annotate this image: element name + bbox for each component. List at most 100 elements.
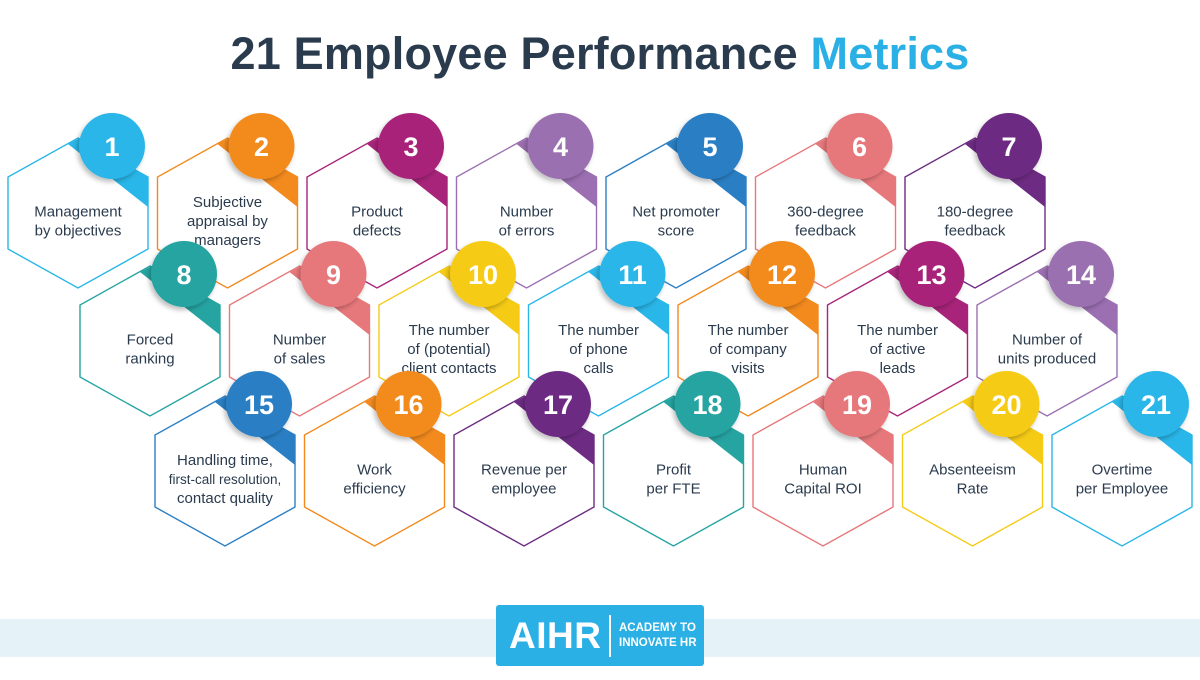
- metric-number: 14: [1066, 260, 1096, 290]
- metric-number: 8: [176, 260, 191, 290]
- number-badge: [300, 241, 367, 307]
- metric-number: 21: [1141, 390, 1171, 420]
- metric-label-line: of phone: [569, 341, 627, 358]
- metric-number: 19: [842, 390, 872, 420]
- metric-label-line: per FTE: [646, 481, 700, 498]
- metric-item-18: 18 Profit per FTE: [602, 371, 745, 547]
- metric-label-line: Number: [273, 332, 326, 349]
- metric-label-line: The number: [558, 322, 639, 339]
- metric-number: 4: [553, 132, 568, 162]
- metric-label-line: 180-degree: [937, 204, 1014, 221]
- metric-number: 10: [468, 260, 498, 290]
- metric-label-line: feedback: [945, 223, 1006, 240]
- metric-label-line: per Employee: [1076, 481, 1169, 498]
- number-badge: [674, 371, 741, 437]
- metric-label-line: contact quality: [177, 490, 273, 507]
- metric-item-1: 1 Management by objectives: [7, 113, 149, 289]
- metric-label-line: leads: [880, 360, 916, 377]
- logo-tagline: ACADEMY TO INNOVATE HR: [611, 621, 697, 651]
- metric-label-line: of company: [709, 341, 787, 358]
- page-title: 21 Employee Performance Metrics: [0, 28, 1200, 80]
- metric-label-line: score: [658, 223, 695, 240]
- metric-number: 11: [618, 260, 647, 290]
- metric-label-line: of errors: [499, 223, 555, 240]
- metric-item-8: 8 Forced ranking: [79, 241, 221, 417]
- metric-label-line: Subjective: [193, 194, 262, 211]
- metric-item-19: 19 Human Capital ROI: [752, 371, 894, 547]
- logo-divider: [609, 614, 611, 657]
- metric-label-line: Number of: [1012, 332, 1083, 349]
- number-badge: [151, 241, 217, 307]
- number-badge: [677, 113, 743, 179]
- metric-number: 7: [1001, 132, 1016, 162]
- metric-item-16: 16 Work efficiency: [303, 371, 446, 547]
- metric-item-20: 20 Absenteeism Rate: [901, 371, 1044, 547]
- number-badge: [976, 113, 1042, 179]
- title-accent: Metrics: [810, 28, 970, 79]
- metric-item-21: 21 Overtime per Employee: [1051, 371, 1193, 547]
- metric-label-line: employee: [491, 481, 556, 498]
- number-badge: [450, 241, 516, 307]
- metric-label-line: Revenue per: [481, 462, 567, 479]
- metric-label-line: Product: [351, 204, 404, 221]
- metric-label-line: feedback: [795, 223, 856, 240]
- metric-label-line: of sales: [274, 351, 326, 368]
- metric-number: 15: [244, 390, 274, 420]
- metric-label-line: units produced: [998, 351, 1096, 368]
- logo-tag-line-1: ACADEMY TO: [619, 621, 696, 634]
- metric-number: 6: [852, 132, 867, 162]
- metric-number: 16: [393, 390, 423, 420]
- logo-mark: AIHR: [509, 614, 602, 656]
- metric-label-line: The number: [708, 322, 789, 339]
- metric-item-13: 13 The number of active leads: [826, 241, 969, 417]
- metric-number: 18: [692, 390, 722, 420]
- aihr-logo: AIHR ACADEMY TO INNOVATE HR: [496, 605, 704, 666]
- number-badge: [749, 241, 815, 307]
- metric-label-line: of (potential): [407, 341, 490, 358]
- metric-item-15: 15 Handling time, first-call resolution, co…: [154, 371, 296, 547]
- metric-label-line: efficiency: [343, 481, 406, 498]
- title-main: 21 Employee Performance: [230, 28, 798, 79]
- number-badge: [1048, 241, 1114, 307]
- logo-tag-line-2: INNOVATE HR: [619, 636, 697, 649]
- number-badge: [973, 371, 1040, 437]
- number-badge: [79, 113, 145, 179]
- number-badge: [378, 113, 444, 179]
- metric-label-line: Rate: [957, 481, 989, 498]
- metric-item-10: 10 The number of (potential) client contact…: [378, 241, 520, 417]
- metric-number: 2: [254, 132, 269, 162]
- metric-number: 3: [403, 132, 418, 162]
- number-badge: [599, 241, 666, 307]
- number-badge: [375, 371, 442, 437]
- metric-label-line: first-call resolution,: [169, 472, 282, 487]
- number-badge: [1123, 371, 1189, 437]
- metric-label-line: The number: [409, 322, 490, 339]
- metric-label-line: visits: [731, 360, 764, 377]
- metric-number: 5: [702, 132, 717, 162]
- number-badge: [898, 241, 965, 307]
- metric-label-line: appraisal by: [187, 213, 268, 230]
- metric-label-line: managers: [194, 232, 261, 249]
- metric-label-line: Capital ROI: [784, 481, 862, 498]
- metric-label-line: The number: [857, 322, 938, 339]
- metric-number: 12: [767, 260, 797, 290]
- metric-label-line: Work: [357, 462, 392, 479]
- number-badge: [228, 113, 295, 179]
- metric-label-line: of active: [870, 341, 926, 358]
- metric-label-line: Handling time,: [177, 452, 273, 469]
- metric-number: 9: [326, 260, 341, 290]
- metric-label-line: Management: [34, 204, 122, 221]
- metric-number: 13: [916, 260, 946, 290]
- metric-label-line: Net promoter: [632, 204, 720, 221]
- metric-label-line: Overtime: [1092, 462, 1153, 479]
- number-badge: [826, 113, 893, 179]
- metric-label-line: 360-degree: [787, 204, 864, 221]
- metric-label-line: Profit: [656, 462, 692, 479]
- number-badge: [824, 371, 890, 437]
- number-badge: [525, 371, 591, 437]
- metric-label-line: defects: [353, 223, 401, 240]
- number-badge: [527, 113, 594, 179]
- metric-label-line: Human: [799, 462, 847, 479]
- metric-label-line: client contacts: [401, 360, 496, 377]
